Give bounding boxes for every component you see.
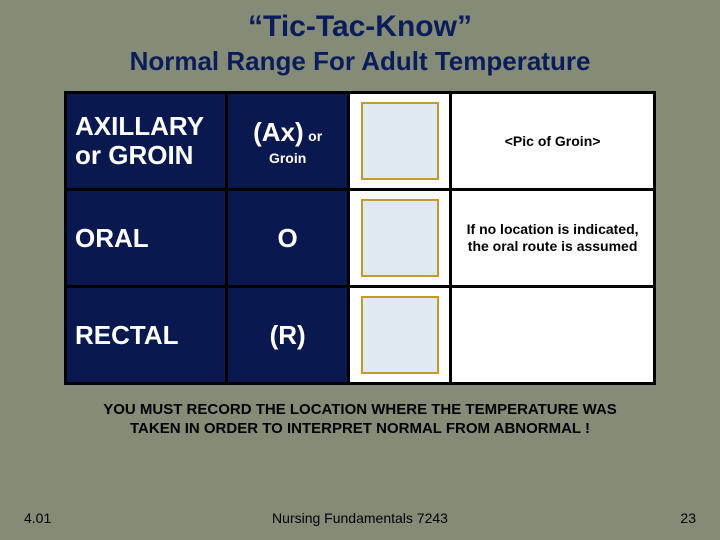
route-pic-cell (349, 287, 451, 384)
page-title: “Tic-Tac-Know” (0, 0, 720, 44)
code-sub: or (308, 128, 322, 144)
route-code: (Ax) or Groin (227, 93, 349, 190)
route-label: ORAL (66, 190, 227, 287)
route-note: If no location is indicated, the oral ro… (451, 190, 655, 287)
page-subtitle: Normal Range For Adult Temperature (0, 46, 720, 77)
route-code: O (227, 190, 349, 287)
instruction-text: YOU MUST RECORD THE LOCATION WHERE THE T… (90, 401, 630, 439)
route-note: <Pic of Groin> (451, 93, 655, 190)
intestine-icon (361, 296, 439, 374)
table-row: RECTAL (R) (66, 287, 655, 384)
code-groin: Groin (236, 150, 339, 166)
code-main: (Ax) (253, 117, 304, 147)
table-row: AXILLARY or GROIN (Ax) or Groin <Pic of … (66, 93, 655, 190)
footer-course-name: Nursing Fundamentals 7243 (0, 510, 720, 526)
footer-page-number: 23 (680, 510, 696, 526)
route-pic-cell (349, 93, 451, 190)
route-code: (R) (227, 287, 349, 384)
mouth-icon (361, 199, 439, 277)
route-note (451, 287, 655, 384)
thermometer-icon (361, 102, 439, 180)
route-label: AXILLARY or GROIN (66, 93, 227, 190)
route-pic-cell (349, 190, 451, 287)
table-row: ORAL O If no location is indicated, the … (66, 190, 655, 287)
code-main: (R) (270, 320, 306, 350)
code-main: O (278, 223, 298, 253)
route-label: RECTAL (66, 287, 227, 384)
temperature-table: AXILLARY or GROIN (Ax) or Groin <Pic of … (64, 91, 656, 385)
